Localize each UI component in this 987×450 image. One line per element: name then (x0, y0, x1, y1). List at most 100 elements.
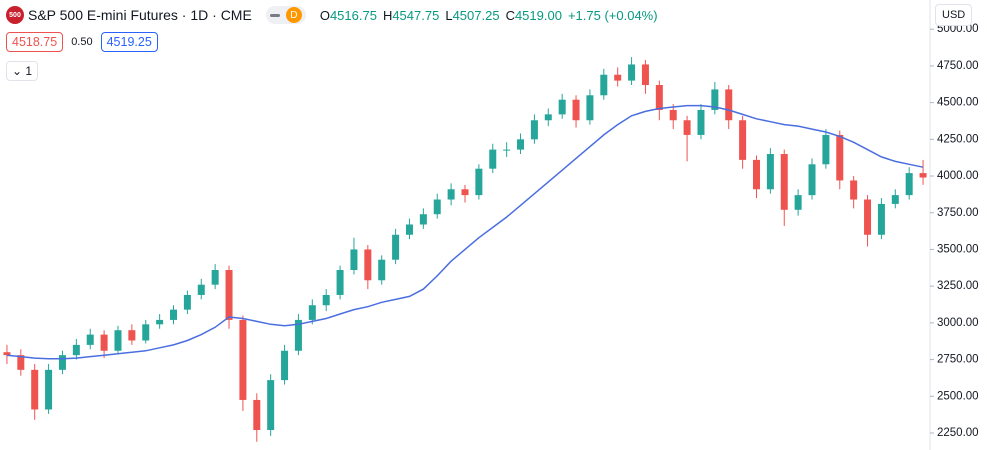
candle-body (517, 139, 525, 150)
candle-body (919, 173, 927, 178)
candle-body (392, 234, 400, 260)
y-tick-label: 3750.00 (937, 207, 979, 219)
candle-body (669, 109, 677, 121)
currency-row: USD (935, 4, 973, 26)
candle-body (836, 134, 844, 181)
y-tick-label: 4250.00 (937, 133, 979, 145)
symbol-title[interactable]: S&P 500 E-mini Futures · 1D · CME (28, 7, 252, 23)
candle-body (128, 330, 136, 341)
ohlc-key: C (505, 7, 515, 23)
price-change: +1.75 (+0.04%) (567, 7, 658, 23)
candle-body (239, 319, 247, 400)
y-tick-label: 4500.00 (937, 97, 979, 109)
candle-body (683, 120, 691, 135)
ohlc-item: O4516.75 (320, 8, 377, 23)
candle-body (461, 189, 469, 196)
y-tick-label: 2500.00 (937, 390, 979, 402)
candle-body (294, 319, 302, 351)
candle-body (822, 134, 830, 165)
indicator-count: 1 (25, 64, 33, 78)
candle-body (864, 199, 872, 235)
y-tick-label: 3500.00 (937, 243, 979, 255)
ask-price[interactable]: 4519.25 (100, 32, 158, 52)
candle-body (419, 214, 427, 225)
candle-body (586, 95, 594, 121)
ohlc-value: 4547.75 (392, 7, 440, 23)
candle-body (100, 334, 108, 351)
candle-body (3, 352, 11, 356)
candle-body (211, 270, 219, 285)
ohlc-value: 4519.00 (514, 7, 562, 23)
candle-body (739, 120, 747, 160)
candle-body (156, 319, 164, 325)
candle-body (850, 180, 858, 200)
candle-body (558, 99, 566, 115)
candle-body (322, 294, 330, 306)
spread: 0.50 (71, 36, 93, 48)
candle-body (530, 120, 538, 140)
candle-body (45, 369, 53, 410)
candle-body (114, 330, 122, 351)
legend-header: 500 S&P 500 E-mini Futures · 1D · CME D … (6, 6, 664, 24)
indicator-toggle-row: ⌄ 1 (6, 61, 39, 81)
candle-body (86, 334, 94, 345)
toggle-icon (269, 13, 280, 17)
ohlc-key: H (382, 7, 393, 23)
candle-body (225, 270, 233, 320)
candle-body (877, 203, 885, 235)
ohlc-key: L (445, 7, 453, 23)
ohlc-item: C4519.00 (506, 8, 562, 23)
y-tick-label: 2250.00 (937, 427, 979, 439)
candle-body (281, 350, 289, 381)
moving-average-line (6, 104, 924, 360)
candle-body (433, 199, 441, 215)
y-tick-label: 3250.00 (937, 280, 979, 292)
y-tick-label: 4750.00 (937, 60, 979, 72)
y-tick-label: 4000.00 (937, 170, 979, 182)
candle-body (766, 154, 774, 190)
candle-body (808, 164, 816, 196)
interval-badge: D (285, 7, 302, 23)
candle-body (447, 189, 455, 200)
candle-body (475, 168, 483, 196)
candle-body (752, 159, 760, 190)
candle-body (308, 305, 316, 320)
candle-body (58, 355, 66, 370)
ohlc-value: 4516.75 (329, 7, 377, 23)
candle-body (725, 89, 733, 121)
candle-body (183, 294, 191, 310)
bid-price[interactable]: 4518.75 (6, 32, 64, 52)
candle-body (489, 149, 497, 169)
candle-body (641, 64, 649, 86)
candle-body (142, 324, 150, 341)
candle-body (697, 109, 705, 135)
candle-body (600, 74, 608, 96)
candle-body (628, 64, 636, 81)
currency-button[interactable]: USD (935, 4, 973, 26)
ohlc-value: 4507.25 (452, 7, 500, 23)
visibility-toggle[interactable]: D (265, 6, 306, 24)
candle-body (197, 284, 205, 295)
candle-body (711, 89, 719, 110)
y-tick-label: 5000.00 (937, 23, 979, 35)
candle-body (905, 173, 913, 196)
candle-body (655, 85, 663, 110)
candle-body (405, 224, 413, 235)
ohlc-key: O (319, 7, 330, 23)
indicator-toggle[interactable]: ⌄ 1 (6, 61, 39, 81)
candle-body (572, 99, 580, 121)
candle-body (794, 195, 802, 210)
candle-body (378, 259, 386, 281)
candle-body (267, 380, 275, 431)
quote-row: 4518.75 0.50 4519.25 (6, 32, 158, 52)
ohlc-values: O4516.75 H4547.75 L4507.25 C4519.00 (320, 8, 568, 23)
candle-body (614, 74, 622, 81)
candle-body (336, 270, 344, 295)
candle-body (350, 249, 358, 270)
candle-body (780, 154, 788, 210)
ohlc-item: L4507.25 (445, 8, 499, 23)
candle-body (170, 309, 178, 320)
candle-body (364, 249, 372, 281)
candle-body (253, 399, 261, 431)
